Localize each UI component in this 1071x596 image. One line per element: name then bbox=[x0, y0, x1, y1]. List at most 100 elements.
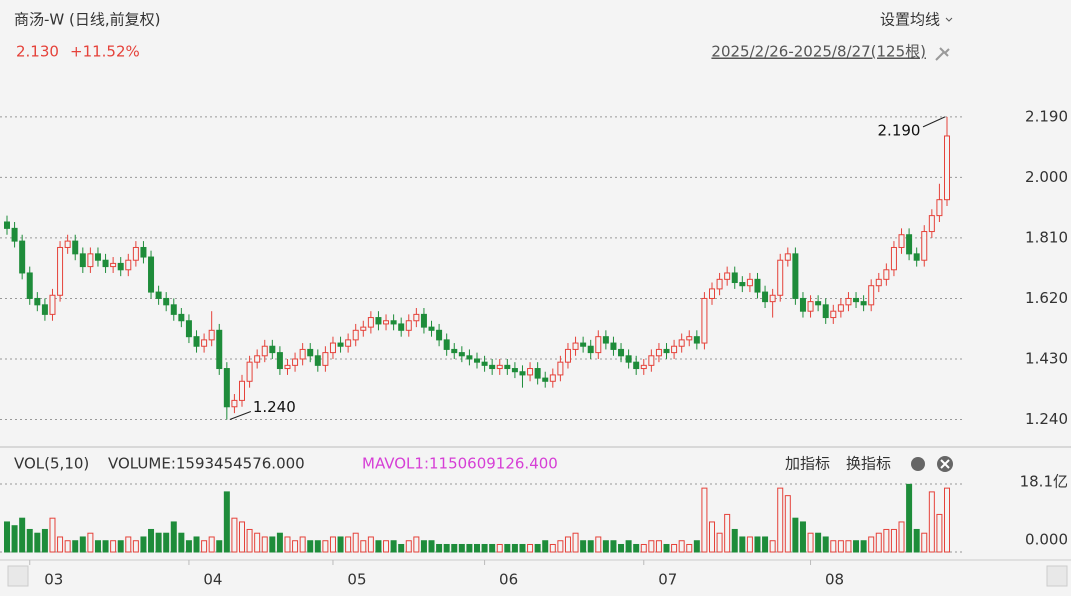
volume-bar bbox=[625, 540, 632, 553]
volume-bar bbox=[822, 536, 829, 553]
volume-bar bbox=[799, 521, 806, 553]
volume-bar bbox=[701, 487, 708, 553]
candle-body bbox=[564, 348, 571, 363]
volume-bar bbox=[102, 540, 109, 553]
candle-body bbox=[943, 135, 951, 201]
y-tick-label: 18.1亿 bbox=[1020, 473, 1068, 491]
volume-bar bbox=[72, 540, 79, 553]
volume-bar bbox=[436, 543, 443, 553]
volume-bar bbox=[663, 543, 670, 553]
volume-bar bbox=[223, 491, 230, 553]
candle-body bbox=[754, 278, 761, 293]
candle-body bbox=[625, 355, 632, 363]
candle-body bbox=[383, 320, 390, 325]
volume-bar bbox=[254, 532, 261, 553]
candle-body bbox=[428, 326, 435, 331]
volume-bar bbox=[557, 540, 564, 553]
volume-bar bbox=[769, 540, 776, 553]
pin-icon[interactable] bbox=[935, 47, 950, 61]
candle-body bbox=[655, 348, 662, 357]
volume-bar bbox=[936, 513, 943, 553]
candle-body bbox=[853, 297, 860, 303]
candle-body bbox=[178, 313, 185, 322]
candle-body bbox=[830, 310, 837, 319]
button[interactable]: 加指标 bbox=[785, 455, 830, 473]
candle-body bbox=[231, 399, 238, 408]
candle-body bbox=[163, 297, 170, 306]
volume-bar bbox=[595, 536, 602, 553]
scroll-left[interactable] bbox=[7, 565, 29, 587]
candle-body bbox=[693, 336, 700, 344]
candle-body bbox=[170, 304, 177, 315]
volume-bar bbox=[708, 521, 716, 553]
button[interactable]: 换指标 bbox=[846, 455, 891, 473]
candle-body bbox=[777, 259, 784, 296]
candle-body bbox=[678, 339, 685, 347]
candle-body bbox=[117, 262, 124, 271]
candle-body bbox=[837, 304, 844, 312]
candle-body bbox=[868, 285, 875, 306]
candle-body bbox=[610, 342, 617, 350]
candle-body bbox=[276, 352, 283, 370]
candle-body bbox=[708, 288, 716, 299]
candle-body bbox=[572, 342, 579, 350]
candle-body bbox=[223, 368, 230, 408]
candle-body bbox=[534, 368, 541, 379]
volume-bar bbox=[178, 532, 185, 553]
volume-bar bbox=[451, 543, 458, 553]
gear-icon[interactable] bbox=[911, 457, 925, 471]
candle-body bbox=[549, 374, 556, 382]
volume-bar bbox=[807, 532, 814, 553]
scroll-right[interactable] bbox=[1046, 565, 1068, 587]
candle-body bbox=[511, 368, 518, 373]
candle-body bbox=[580, 342, 587, 347]
candle-body bbox=[489, 364, 496, 370]
candle-body bbox=[413, 313, 420, 322]
candle-body bbox=[360, 326, 367, 331]
volume-bar bbox=[383, 540, 390, 553]
volume-bar bbox=[716, 532, 723, 553]
candle-body bbox=[345, 339, 352, 347]
candle-body bbox=[799, 297, 806, 312]
y-tick-label: 1.620 bbox=[1025, 289, 1068, 307]
y-tick-label: 1.240 bbox=[1025, 410, 1068, 428]
candle-body bbox=[618, 348, 625, 357]
candle-body bbox=[140, 246, 147, 258]
candle-body bbox=[102, 259, 109, 268]
candle-body bbox=[132, 246, 139, 261]
candle-body bbox=[769, 294, 776, 303]
volume-bar bbox=[148, 528, 155, 553]
candle-body bbox=[731, 272, 738, 284]
settings[interactable]: 设置均线 bbox=[880, 11, 940, 29]
candle-body bbox=[481, 361, 488, 366]
volume-bar bbox=[322, 540, 329, 553]
volume-bar bbox=[443, 543, 450, 553]
candle-body bbox=[807, 301, 814, 312]
volume-bar bbox=[413, 536, 420, 553]
candle-body bbox=[208, 329, 215, 341]
volume-bar bbox=[580, 540, 587, 553]
volume-bar bbox=[898, 521, 905, 553]
candle-body bbox=[352, 329, 359, 341]
volume-bar bbox=[860, 540, 867, 553]
price: 2.130 bbox=[16, 43, 59, 61]
volume-bar bbox=[943, 487, 951, 553]
period[interactable]: 2025/2/26-2025/8/27(125根) bbox=[711, 43, 926, 61]
volume-bar bbox=[110, 540, 117, 553]
volume-bar bbox=[269, 536, 276, 553]
candle-body bbox=[739, 282, 746, 287]
candle-body bbox=[41, 304, 48, 315]
volume-bar bbox=[496, 543, 503, 553]
volume-bar bbox=[163, 532, 170, 553]
volume-bar bbox=[428, 540, 435, 553]
candle-body bbox=[193, 336, 200, 347]
candle-body bbox=[94, 253, 101, 261]
volume-bar bbox=[777, 487, 784, 553]
candle-body bbox=[587, 345, 594, 354]
candle-body bbox=[26, 272, 33, 299]
candle-body bbox=[87, 253, 94, 268]
volume-bar bbox=[41, 528, 48, 553]
candle-body bbox=[261, 345, 268, 357]
candle-body bbox=[216, 329, 223, 370]
